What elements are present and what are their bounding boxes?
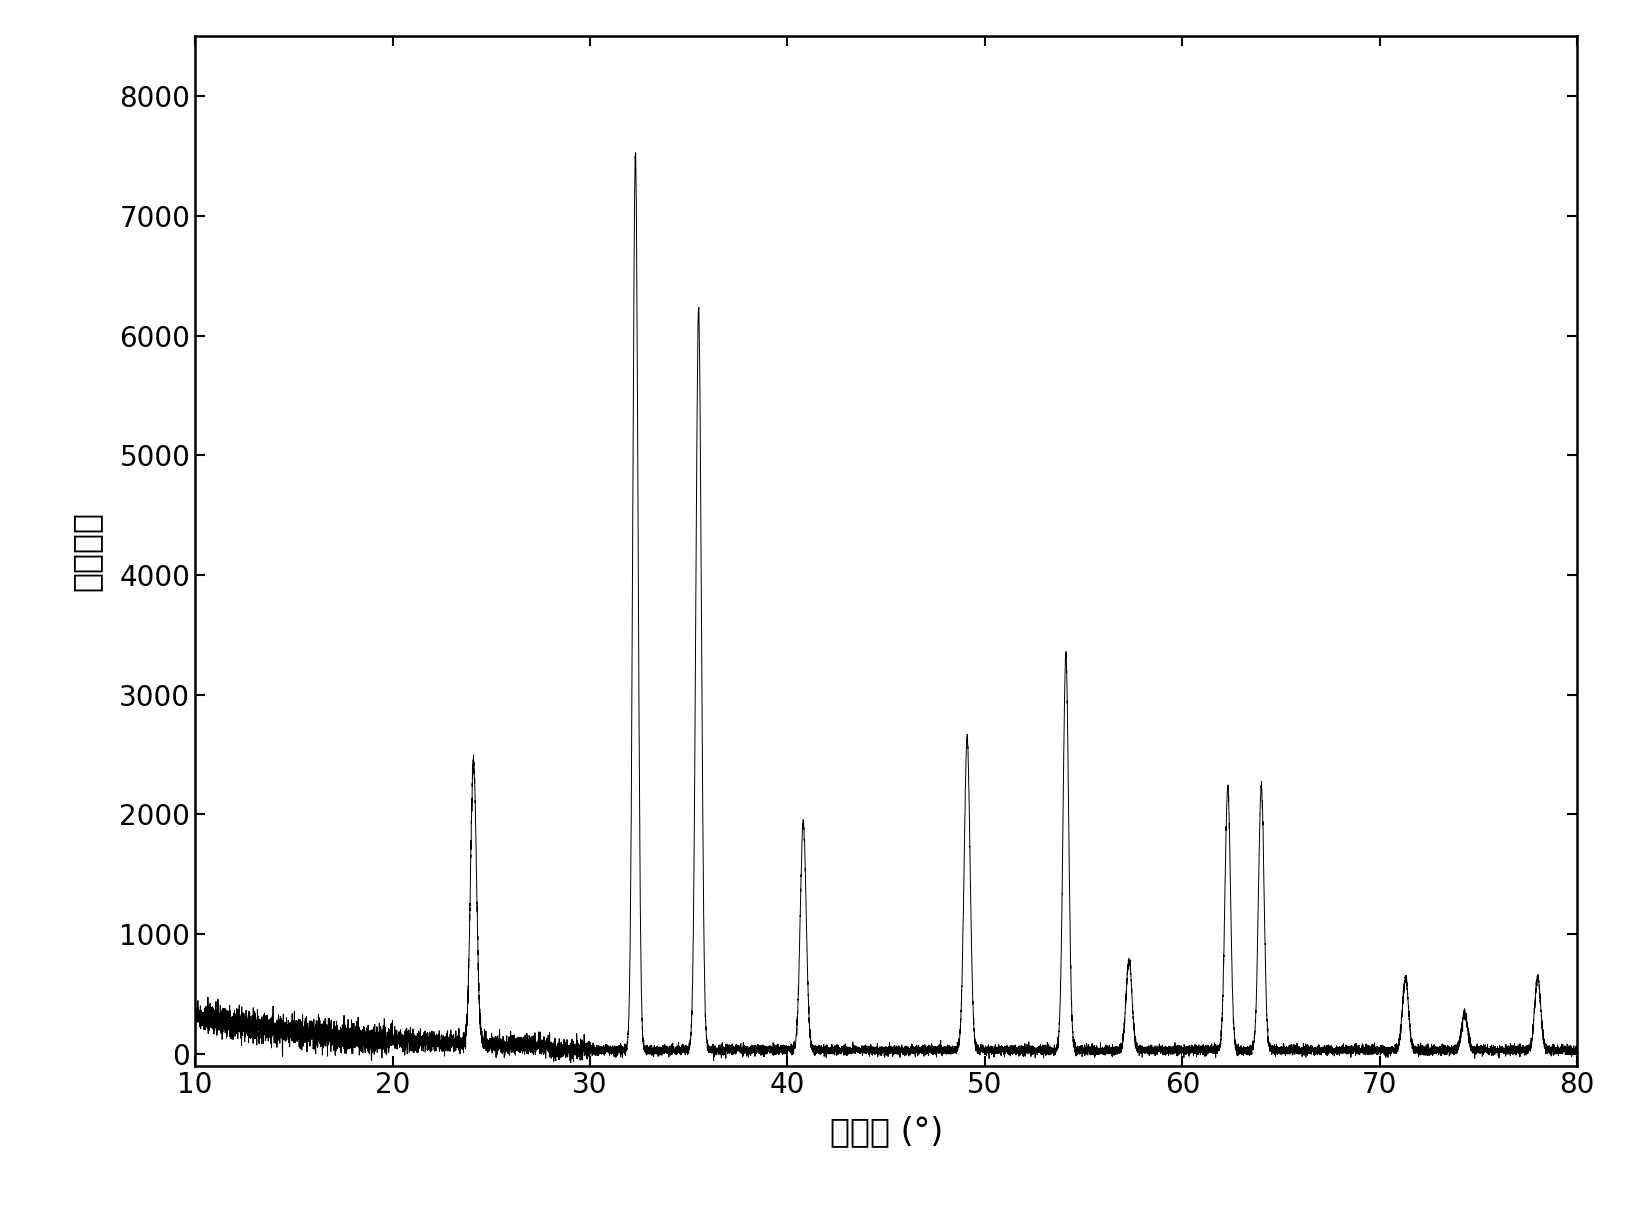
X-axis label: 衍射角 (°): 衍射角 (°) — [829, 1115, 943, 1148]
Y-axis label: 衍射强度: 衍射强度 — [70, 511, 102, 591]
